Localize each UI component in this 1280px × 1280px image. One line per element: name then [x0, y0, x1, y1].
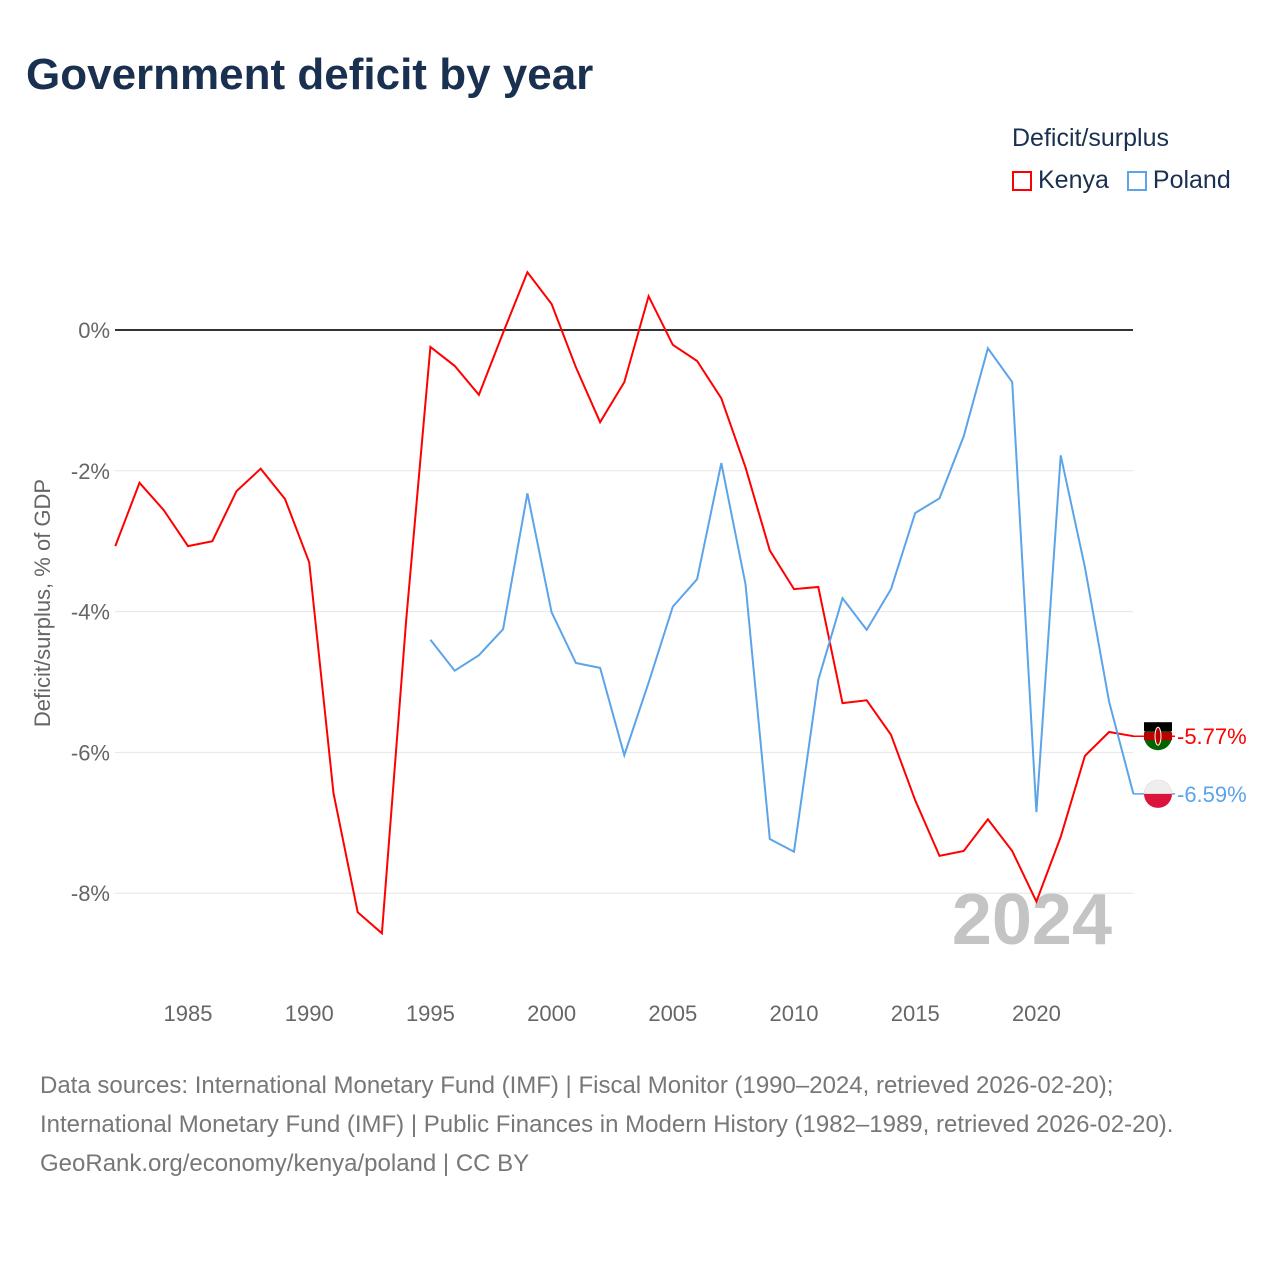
x-tick-label: 2005	[648, 1001, 697, 1026]
y-axis-label: Deficit/surplus, % of GDP	[30, 479, 55, 727]
x-tick-label: 2010	[770, 1001, 819, 1026]
legend-item-poland[interactable]: Poland	[1126, 166, 1231, 195]
series-line-poland	[429, 346, 1135, 854]
legend-swatch-poland	[1126, 170, 1147, 191]
x-tick-label: 1990	[285, 1001, 334, 1026]
x-tick-label: 2015	[891, 1001, 940, 1026]
y-tick-label: -8%	[71, 881, 110, 906]
plot-area: 0% -2% -4% -6% -8% 1985 1990 1995 2000 2005 2010 20…	[30, 270, 1247, 1026]
x-tick-label: 1995	[406, 1001, 455, 1026]
legend-swatch-kenya	[1012, 170, 1032, 191]
series-line-kenya	[114, 270, 1134, 936]
flag-white-half	[1144, 779, 1172, 794]
source-url[interactable]: GeoRank.org/economy/kenya/poland | CC BY	[40, 1150, 530, 1177]
x-tick-label: 1985	[164, 1001, 213, 1026]
y-tick-label: -2%	[71, 459, 110, 484]
y-tick-label: -6%	[71, 740, 110, 765]
flag-shield	[1154, 726, 1162, 746]
legend-label: Poland	[1152, 166, 1231, 194]
chart-title: Government deficit by year	[26, 50, 594, 99]
legend: Kenya Poland	[1012, 166, 1231, 195]
source-text: Data sources: International Monetary Fun…	[40, 1072, 1174, 1138]
y-tick-label: 0%	[78, 318, 110, 343]
legend-item-kenya[interactable]: Kenya	[1012, 166, 1109, 195]
legend-title: Deficit/surplus	[1012, 124, 1169, 152]
source-note: Data sources: International Monetary Fun…	[40, 1066, 1240, 1183]
end-value-label: -5.77%	[1177, 724, 1247, 749]
legend-label: Kenya	[1038, 166, 1109, 194]
end-value-label: -6.59%	[1177, 782, 1247, 807]
x-tick-label: 2000	[527, 1001, 576, 1026]
y-tick-label: -4%	[71, 600, 110, 625]
x-tick-label: 2020	[1012, 1001, 1061, 1026]
